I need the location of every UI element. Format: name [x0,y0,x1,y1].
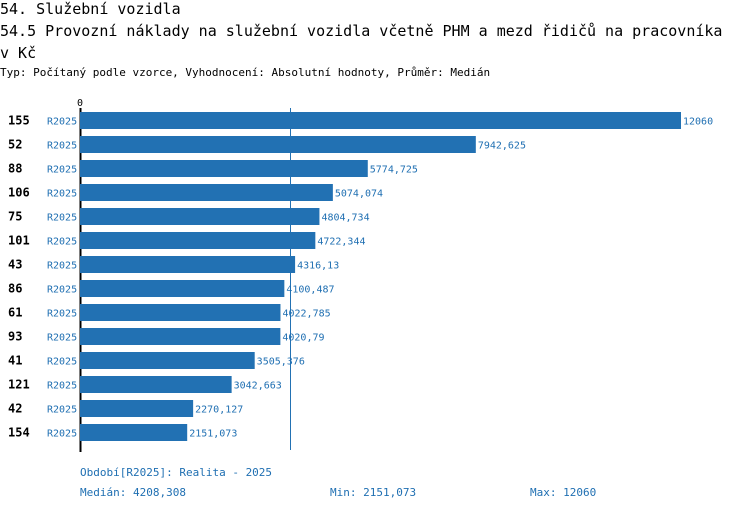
data-label: 4020,79 [282,333,324,344]
row-period-label: R2025 [47,237,77,248]
row-id-label: 61 [8,306,22,320]
row-period-label: R2025 [47,117,77,128]
row-period-label: R2025 [47,357,77,368]
data-label: 7942,625 [478,141,526,152]
row-period-label: R2025 [47,405,77,416]
data-label: 3042,663 [234,381,282,392]
data-label: 4100,487 [286,285,334,296]
chart-title: 54.5 Provozní náklady na služební vozidl… [0,22,723,62]
data-label: 5774,725 [370,165,418,176]
row-period-label: R2025 [47,381,77,392]
row-id-label: 121 [8,378,30,392]
chart-subtitle: Typ: Počítaný podle vzorce, Vyhodnocení:… [0,66,491,79]
data-bar [80,280,285,297]
data-bar [80,400,194,417]
row-period-label: R2025 [47,165,77,176]
data-label: 5074,074 [335,189,383,200]
row-id-label: 106 [8,186,30,200]
data-bar [80,256,296,273]
row-id-label: 93 [8,330,22,344]
row-period-label: R2025 [47,333,77,344]
data-label: 2270,127 [195,405,243,416]
data-bar [80,328,281,345]
data-label: 12060 [683,117,713,128]
data-bar [80,376,232,393]
axis-zero-label: 0 [77,98,83,109]
data-label: 3505,376 [257,357,305,368]
data-bar [80,232,316,249]
data-bar [80,424,188,441]
row-period-label: R2025 [47,189,77,200]
data-bar [80,184,333,201]
row-id-label: 154 [8,426,30,440]
data-bar [80,112,681,129]
row-period-label: R2025 [47,429,77,440]
row-id-label: 41 [8,354,22,368]
row-id-label: 42 [8,402,22,416]
row-period-label: R2025 [47,213,77,224]
row-id-label: 52 [8,138,22,152]
row-id-label: 155 [8,114,30,128]
row-period-label: R2025 [47,261,77,272]
min-summary: Min: 2151,073 [330,486,417,499]
row-period-label: R2025 [47,141,77,152]
data-label: 2151,073 [189,429,237,440]
data-label: 4804,734 [321,213,369,224]
row-period-label: R2025 [47,309,77,320]
row-id-label: 88 [8,162,22,176]
median-summary: Medián: 4208,308 [80,486,186,499]
row-id-label: 86 [8,282,22,296]
max-summary: Max: 12060 [530,486,597,499]
data-bar [80,304,281,321]
row-period-label: R2025 [47,285,77,296]
period-note: Období[R2025]: Realita - 2025 [80,466,273,479]
data-label: 4722,344 [317,237,365,248]
data-bar [80,352,255,369]
data-label: 4022,785 [282,309,330,320]
section-title: 54. Služební vozidla [0,0,181,18]
data-label: 4316,13 [297,261,339,272]
data-bar [80,160,368,177]
data-bar [80,136,476,153]
data-bar [80,208,320,225]
row-id-label: 75 [8,210,22,224]
row-id-label: 43 [8,258,22,272]
row-id-label: 101 [8,234,30,248]
